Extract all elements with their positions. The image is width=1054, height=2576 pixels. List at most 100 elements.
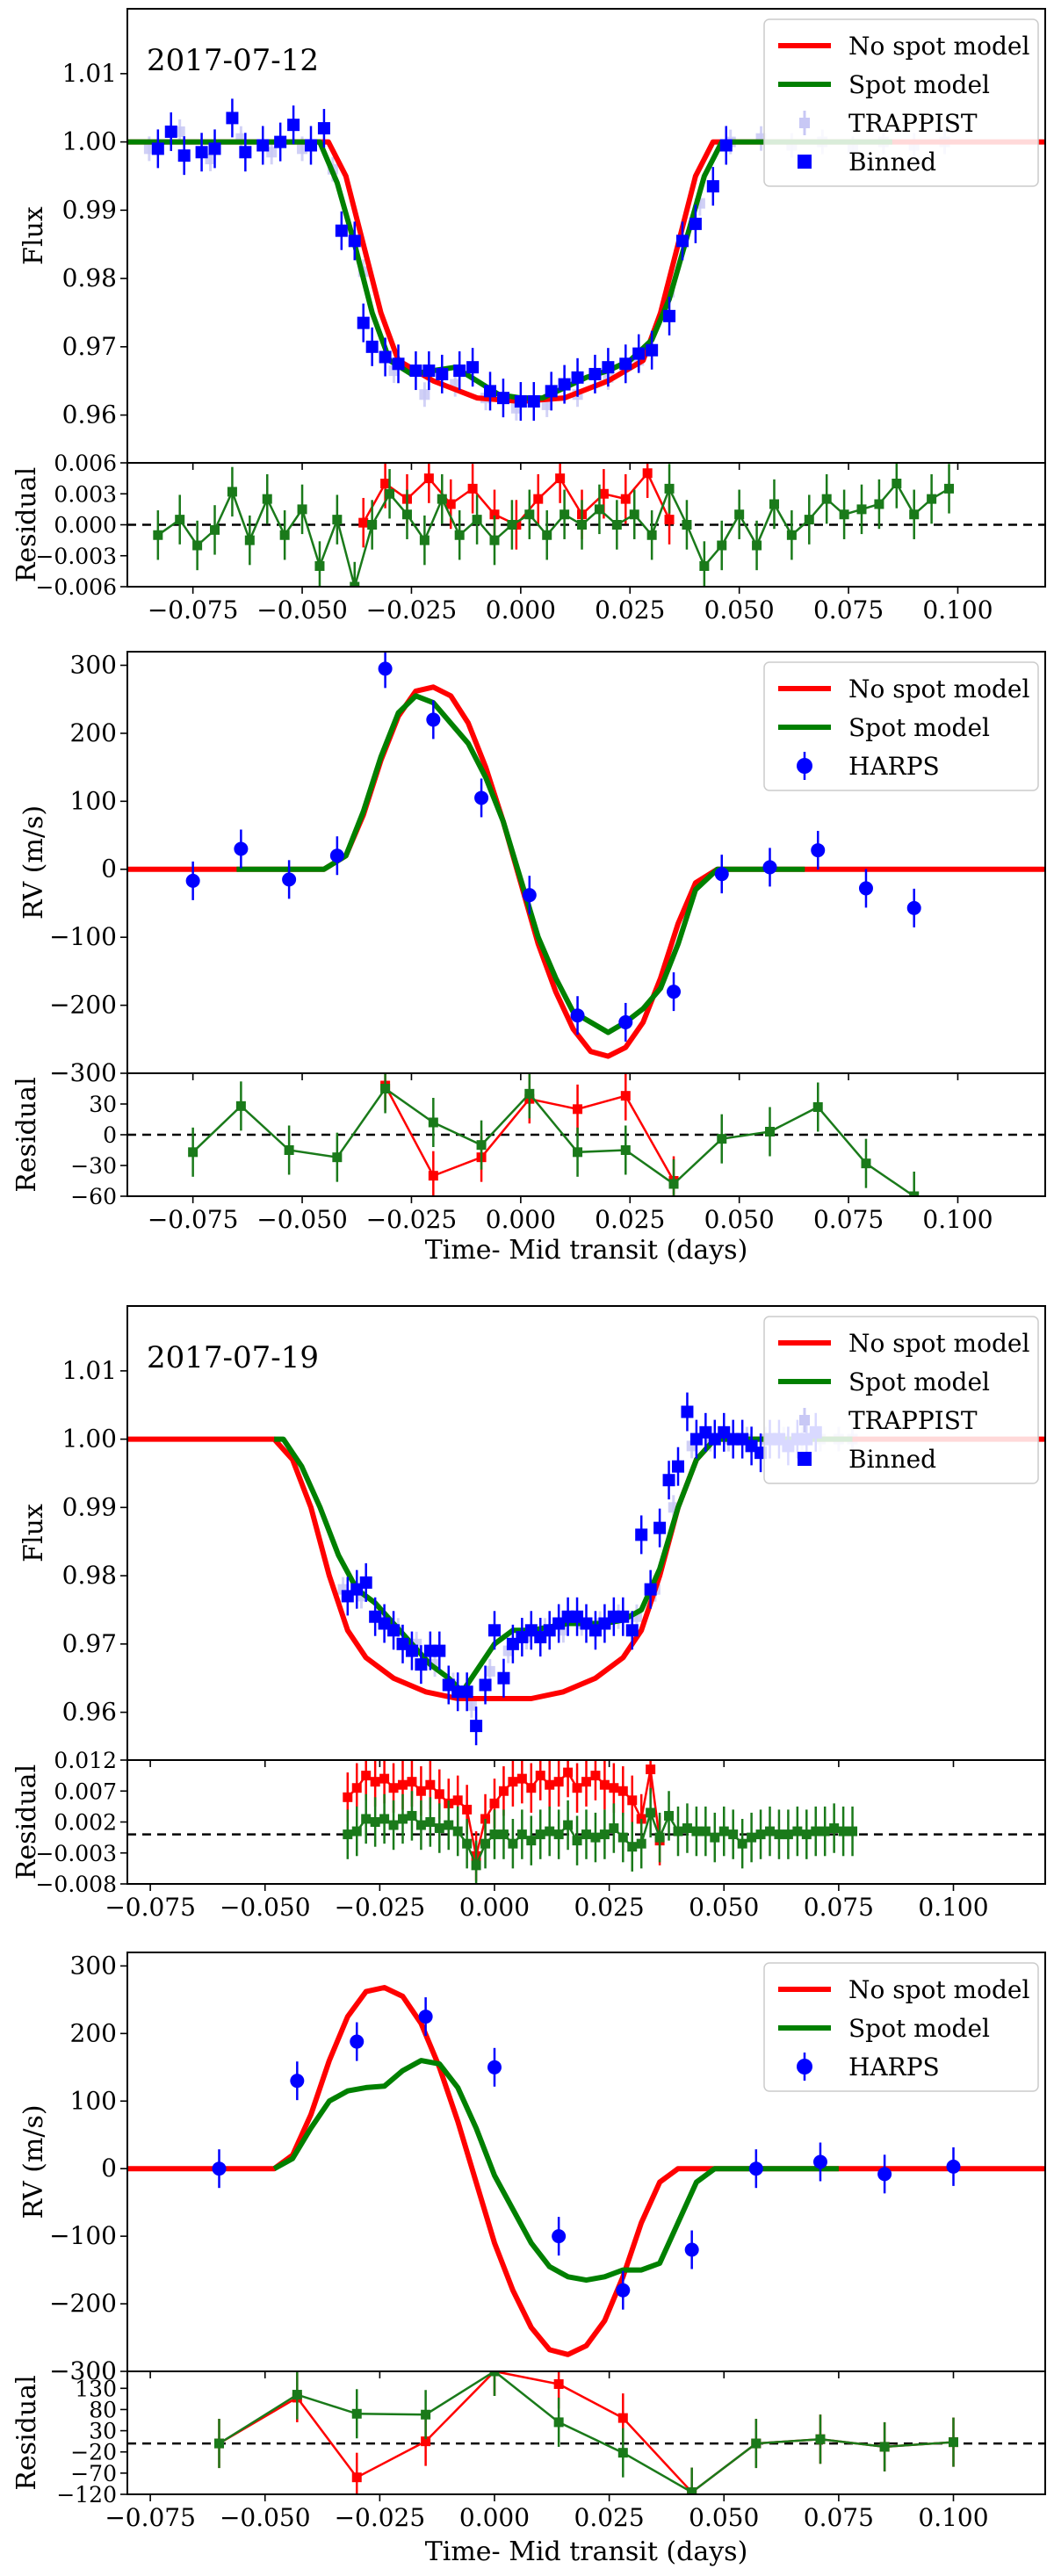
residual-spot-point (508, 1838, 518, 1849)
binned-point (466, 361, 480, 374)
y-tick-label: −70 (70, 2461, 117, 2486)
residual-no-spot-point (572, 1783, 582, 1793)
panel-residual-flux-2017-07-12: −0.006 −0.003 0.000 0.003 0.006 −0.075 −0.050−… (11, 451, 1046, 624)
y-tick-label: 80 (89, 2397, 117, 2422)
residual-spot-point (861, 1158, 871, 1169)
residual-no-spot-line (218, 2371, 954, 2494)
y-axis-label: RV (m/s) (18, 805, 49, 920)
residual-spot-point (617, 2448, 628, 2458)
residual-spot-point (398, 1814, 408, 1824)
residual-spot-point (553, 1829, 564, 1840)
y-tick-label: 0.007 (54, 1779, 117, 1804)
axes-frame (126, 462, 1046, 588)
residual-spot-point (489, 1829, 500, 1840)
x-tick-label: 0.100 (922, 595, 993, 624)
binned-point (675, 235, 689, 248)
residual-no-spot-point (467, 483, 478, 494)
residual-spot-point (542, 530, 552, 540)
y-tick-label: 1.00 (62, 1425, 117, 1454)
residual-no-spot-point (428, 1171, 438, 1181)
y-tick-label: 100 (70, 2086, 117, 2115)
residual-spot-point (214, 2438, 224, 2449)
residual-spot-point (385, 488, 395, 499)
harps-point (282, 872, 297, 887)
legend-label: TRAPPIST (848, 109, 978, 138)
x-tick-label: −0.050 (256, 1205, 348, 1234)
harps-point (212, 2161, 227, 2176)
y-tick-label: 0.96 (62, 400, 117, 429)
y-tick-label: 200 (70, 718, 117, 747)
y-tick-label: −100 (49, 922, 117, 951)
residual-no-spot-point (489, 1798, 500, 1808)
binned-point (619, 357, 632, 371)
x-tick-label: −0.075 (105, 2503, 196, 2532)
harps-point (667, 985, 682, 999)
residual-spot-point (718, 1826, 729, 1836)
legend-label: Spot model (848, 70, 990, 99)
y-tick-label: 0.98 (62, 1561, 117, 1590)
residual-spot-point (472, 515, 482, 525)
trappist-point (484, 1665, 495, 1677)
harps-point (290, 2074, 305, 2089)
residual-spot-point (751, 2438, 762, 2449)
residual-spot-point (279, 530, 290, 540)
residual-spot-point (909, 1191, 920, 1196)
residual-spot-point (526, 1836, 537, 1846)
residual-spot-point (786, 530, 797, 540)
residual-spot-point (646, 1808, 656, 1818)
harps-point (748, 2161, 763, 2176)
harps-point (234, 841, 249, 856)
x-tick-label: −0.025 (335, 2503, 426, 2532)
residual-no-spot-point (581, 1777, 591, 1787)
residual-spot-point (343, 1829, 353, 1840)
panel-flux-2017-07-19: 0.96 0.97 0.98 0.99 1.00 1.01 Flux 2017-07-19 No… (18, 1305, 1046, 1767)
residual-spot-point (415, 1820, 426, 1830)
residual-no-spot-point (545, 1779, 555, 1790)
y-tick-label: 100 (70, 786, 117, 815)
harps-point (426, 712, 441, 727)
residual-no-spot-point (358, 517, 369, 528)
residual-spot-point (351, 1826, 362, 1836)
harps-point (616, 2283, 631, 2298)
residual-no-spot-point (421, 2436, 431, 2447)
x-tick-label: 0.050 (704, 595, 775, 624)
binned-point (436, 367, 449, 380)
residual-spot-point (765, 1127, 775, 1136)
residual-no-spot-point (563, 1767, 574, 1778)
binned-point (497, 1671, 510, 1685)
residual-no-spot-point (351, 2472, 362, 2483)
binned-point (274, 135, 287, 148)
y-tick-label: 1.01 (62, 1356, 117, 1385)
y-tick-label: 130 (75, 2376, 117, 2401)
residual-spot-point (700, 1826, 711, 1836)
residual-spot-point (949, 2437, 958, 2448)
residual-spot-point (691, 1826, 702, 1836)
residual-no-spot-point (379, 1773, 390, 1784)
residual-spot-point (332, 515, 343, 525)
x-tick-label: −0.075 (105, 1893, 196, 1922)
residual-spot-point (737, 1838, 747, 1849)
residual-no-spot-point (599, 1779, 610, 1790)
y-tick-label: −20 (70, 2440, 117, 2465)
residual-spot-point (664, 1810, 675, 1821)
binned-point (662, 1474, 675, 1487)
residual-spot-point (783, 1829, 793, 1840)
y-tick-label: 0.97 (62, 1629, 117, 1658)
legend-box (763, 18, 1039, 187)
binned-point (545, 385, 558, 398)
x-tick-label: 0.075 (804, 1893, 874, 1922)
legend-label: Spot model (848, 713, 990, 742)
y-tick-label: 30 (89, 2419, 117, 2444)
harps-point (552, 2229, 567, 2244)
residual-spot-point (332, 1152, 343, 1163)
legend-swatch-marker (799, 1415, 810, 1425)
residual-spot-point (599, 1829, 610, 1840)
residual-spot-point (627, 1842, 638, 1852)
residual-spot-point (428, 1117, 438, 1128)
residual-no-spot-point (434, 1789, 444, 1800)
residual-spot-point (765, 1826, 775, 1836)
spot-model-line (236, 693, 805, 1035)
x-axis-label: Time- Mid transit (days) (425, 2536, 748, 2567)
residual-spot-point (874, 499, 884, 509)
binned-point (387, 1624, 401, 1637)
